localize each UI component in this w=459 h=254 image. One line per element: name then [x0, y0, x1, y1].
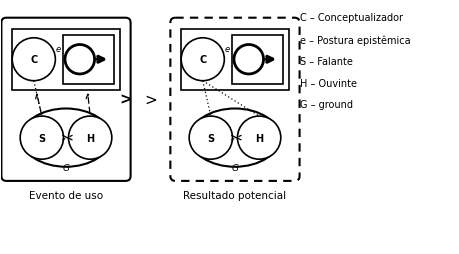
Text: e: e: [56, 44, 61, 54]
Circle shape: [20, 117, 63, 160]
Bar: [181, 29, 288, 90]
Circle shape: [68, 117, 112, 160]
Ellipse shape: [190, 109, 279, 167]
Text: Resultado potencial: Resultado potencial: [183, 190, 286, 200]
Text: C: C: [199, 55, 206, 65]
Bar: [231, 36, 283, 84]
Text: G: G: [62, 164, 69, 172]
Bar: [12, 29, 119, 90]
FancyBboxPatch shape: [170, 19, 299, 181]
Text: H: H: [86, 133, 94, 143]
Text: G – ground: G – ground: [299, 100, 352, 110]
Bar: [62, 36, 114, 84]
Text: >: >: [119, 92, 132, 107]
Text: S: S: [38, 133, 45, 143]
Text: C: C: [30, 55, 37, 65]
Circle shape: [181, 39, 224, 81]
Text: S: S: [207, 133, 214, 143]
Text: H: H: [254, 133, 263, 143]
Text: G: G: [231, 164, 238, 172]
Text: C – Conceptualizador: C – Conceptualizador: [299, 13, 402, 23]
Text: Evento de uso: Evento de uso: [29, 190, 103, 200]
Text: H – Ouvinte: H – Ouvinte: [299, 78, 356, 88]
Ellipse shape: [21, 109, 111, 167]
Circle shape: [65, 45, 95, 75]
Circle shape: [12, 39, 55, 81]
Text: e – Postura epistêmica: e – Postura epistêmica: [299, 35, 409, 45]
Circle shape: [234, 45, 263, 75]
Circle shape: [189, 117, 232, 160]
FancyBboxPatch shape: [1, 19, 130, 181]
Text: e: e: [224, 44, 230, 54]
Text: S – Falante: S – Falante: [299, 57, 352, 67]
Circle shape: [237, 117, 280, 160]
Text: >: >: [144, 92, 157, 107]
